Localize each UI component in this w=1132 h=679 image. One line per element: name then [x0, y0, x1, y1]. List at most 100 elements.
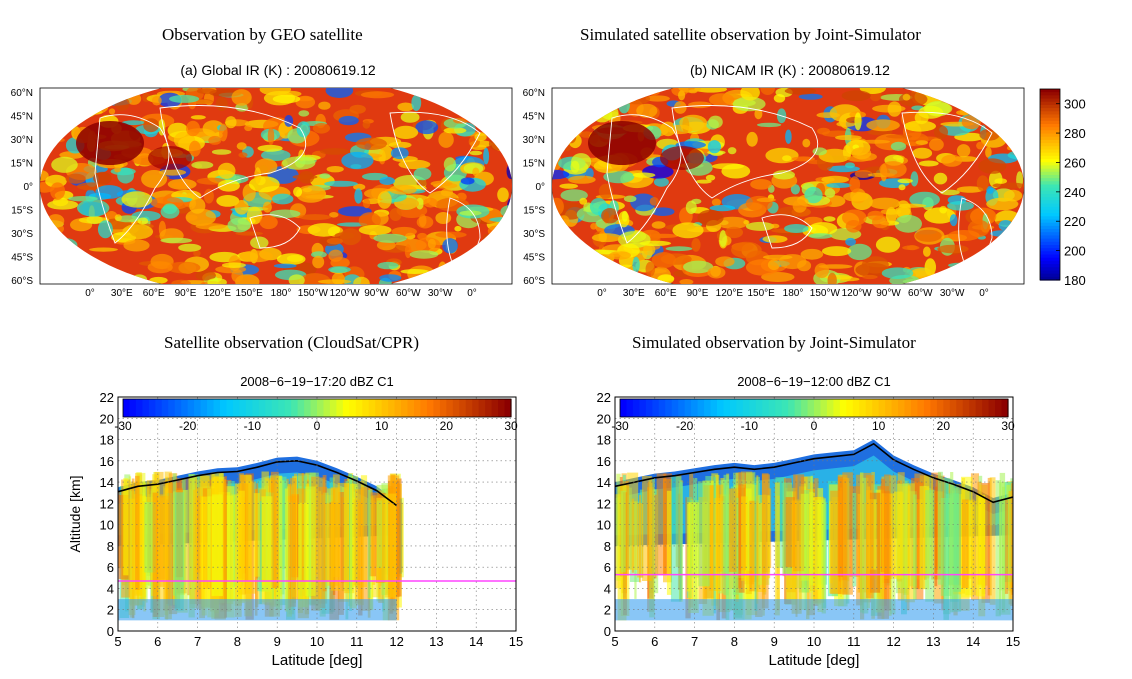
colorbar-segment	[181, 399, 189, 417]
colorbar-segment	[284, 399, 292, 417]
colorbar-segment	[200, 399, 208, 417]
x-tick-label: 5	[611, 634, 618, 649]
x-tick-label: 9	[274, 634, 281, 649]
y-axis-label: Altitude [km]	[67, 475, 83, 552]
y-tick-label: 20	[597, 411, 611, 426]
colorbar-segment	[498, 399, 506, 417]
colorbar-tick-label: -20	[179, 419, 197, 433]
colorbar-segment	[1040, 248, 1060, 252]
colorbar-tick-label: -10	[244, 419, 262, 433]
colorbar-tick-label: -30	[114, 419, 132, 433]
colorbar-segment	[252, 399, 260, 417]
colorbar-segment	[807, 399, 815, 417]
y-tick-label: 10	[597, 518, 611, 533]
heading-cloudsat-observation: Satellite observation (CloudSat/CPR)	[164, 333, 419, 352]
x-tick-label: 12	[886, 634, 900, 649]
colorbar-segment	[969, 399, 977, 417]
map-title: (b) NICAM IR (K) : 20080619.12	[690, 62, 890, 78]
colorbar-segment	[1040, 120, 1060, 125]
coastline	[761, 214, 813, 249]
colorbar-segment	[1040, 101, 1060, 106]
colorbar-segment	[891, 399, 899, 417]
colorbar-tick-label: 0	[314, 419, 321, 433]
x-tick-label: 15	[509, 634, 523, 649]
profile-title: 2008−6−19−17:20 dBZ C1	[240, 374, 394, 389]
lat-tick-label: 60°S	[523, 276, 545, 287]
colorbar-segment	[736, 399, 744, 417]
colorbar-segment	[1040, 216, 1060, 221]
x-tick-label: 7	[194, 634, 201, 649]
colorbar-segment	[439, 399, 447, 417]
colorbar-segment	[814, 399, 822, 417]
plot-frame	[614, 396, 1014, 632]
colorbar-segment	[645, 399, 653, 417]
colorbar-segment	[1040, 139, 1060, 144]
echo-field	[615, 439, 1013, 621]
map-title: (a) Global IR (K) : 20080619.12	[180, 62, 376, 78]
lon-tick-label: 180°	[783, 288, 804, 299]
colorbar-segment	[355, 399, 363, 417]
colorbar-segment	[1040, 89, 1060, 93]
lon-tick-label: 120°W	[842, 288, 873, 299]
colorbar-segment	[1040, 143, 1060, 147]
colorbar-frame	[619, 398, 1009, 418]
colorbar-tick-label: 20	[440, 419, 454, 433]
y-tick-label: 2	[107, 603, 114, 618]
colorbar-segment	[1040, 229, 1060, 233]
lat-tick-label: 45°S	[11, 253, 33, 264]
heading-geo-observation: Observation by GEO satellite	[162, 25, 363, 44]
lon-tick-label: 30°E	[111, 288, 133, 299]
colorbar-segment	[1040, 155, 1060, 160]
colorbar-segment	[155, 399, 163, 417]
x-tick-label: 14	[966, 634, 980, 649]
colorbar-segment	[839, 399, 847, 417]
colorbar-segment	[1040, 181, 1060, 186]
colorbar-segment	[485, 399, 493, 417]
colorbar-segment	[452, 399, 460, 417]
lat-tick-label: 15°S	[523, 206, 545, 217]
colorbar-segment	[962, 399, 970, 417]
colorbar-segment	[1040, 203, 1060, 208]
x-tick-label: 14	[469, 634, 483, 649]
colorbar-segment	[865, 399, 873, 417]
lat-tick-label: 30°S	[523, 229, 545, 240]
colorbar-segment	[975, 399, 983, 417]
colorbar-tick-label: 30	[1001, 419, 1015, 433]
coastline	[249, 214, 301, 249]
colorbar-segment	[691, 399, 699, 417]
colorbar-frame	[122, 398, 512, 418]
lon-tick-label: 90°E	[687, 288, 709, 299]
colorbar-segment	[1040, 133, 1060, 138]
y-tick-label: 16	[597, 454, 611, 469]
colorbar-segment	[271, 399, 279, 417]
colorbar-segment	[639, 399, 647, 417]
colorbar-segment	[317, 399, 325, 417]
colorbar-segment	[1040, 270, 1060, 275]
colorbar-segment	[911, 399, 919, 417]
colorbar-segment	[1040, 257, 1060, 262]
lon-tick-label: 0°	[979, 288, 989, 299]
colorbar-segment	[1040, 124, 1060, 128]
colorbar-segment	[1040, 254, 1060, 259]
colorbar-segment	[135, 399, 143, 417]
lon-tick-label: 60°W	[396, 288, 421, 299]
lat-tick-label: 60°N	[523, 88, 545, 99]
y-tick-label: 16	[100, 454, 114, 469]
colorbar-segment	[329, 399, 337, 417]
colorbar-segment	[323, 399, 331, 417]
lon-tick-label: 150°E	[747, 288, 775, 299]
colorbar-segment	[491, 399, 499, 417]
colorbar-segment	[1001, 399, 1009, 417]
colorbar-segment	[1040, 251, 1060, 256]
colorbar-segment	[142, 399, 150, 417]
x-tick-label: 8	[234, 634, 241, 649]
colorbar-segment	[1040, 149, 1060, 154]
colorbar-segment	[226, 399, 234, 417]
colorbar-segment	[1040, 117, 1060, 122]
colorbar-segment	[1040, 264, 1060, 268]
lat-tick-label: 45°S	[523, 253, 545, 264]
x-axis-label: Latitude [deg]	[769, 652, 860, 669]
colorbar-segment	[148, 399, 156, 417]
colorbar-frame	[1039, 88, 1061, 281]
